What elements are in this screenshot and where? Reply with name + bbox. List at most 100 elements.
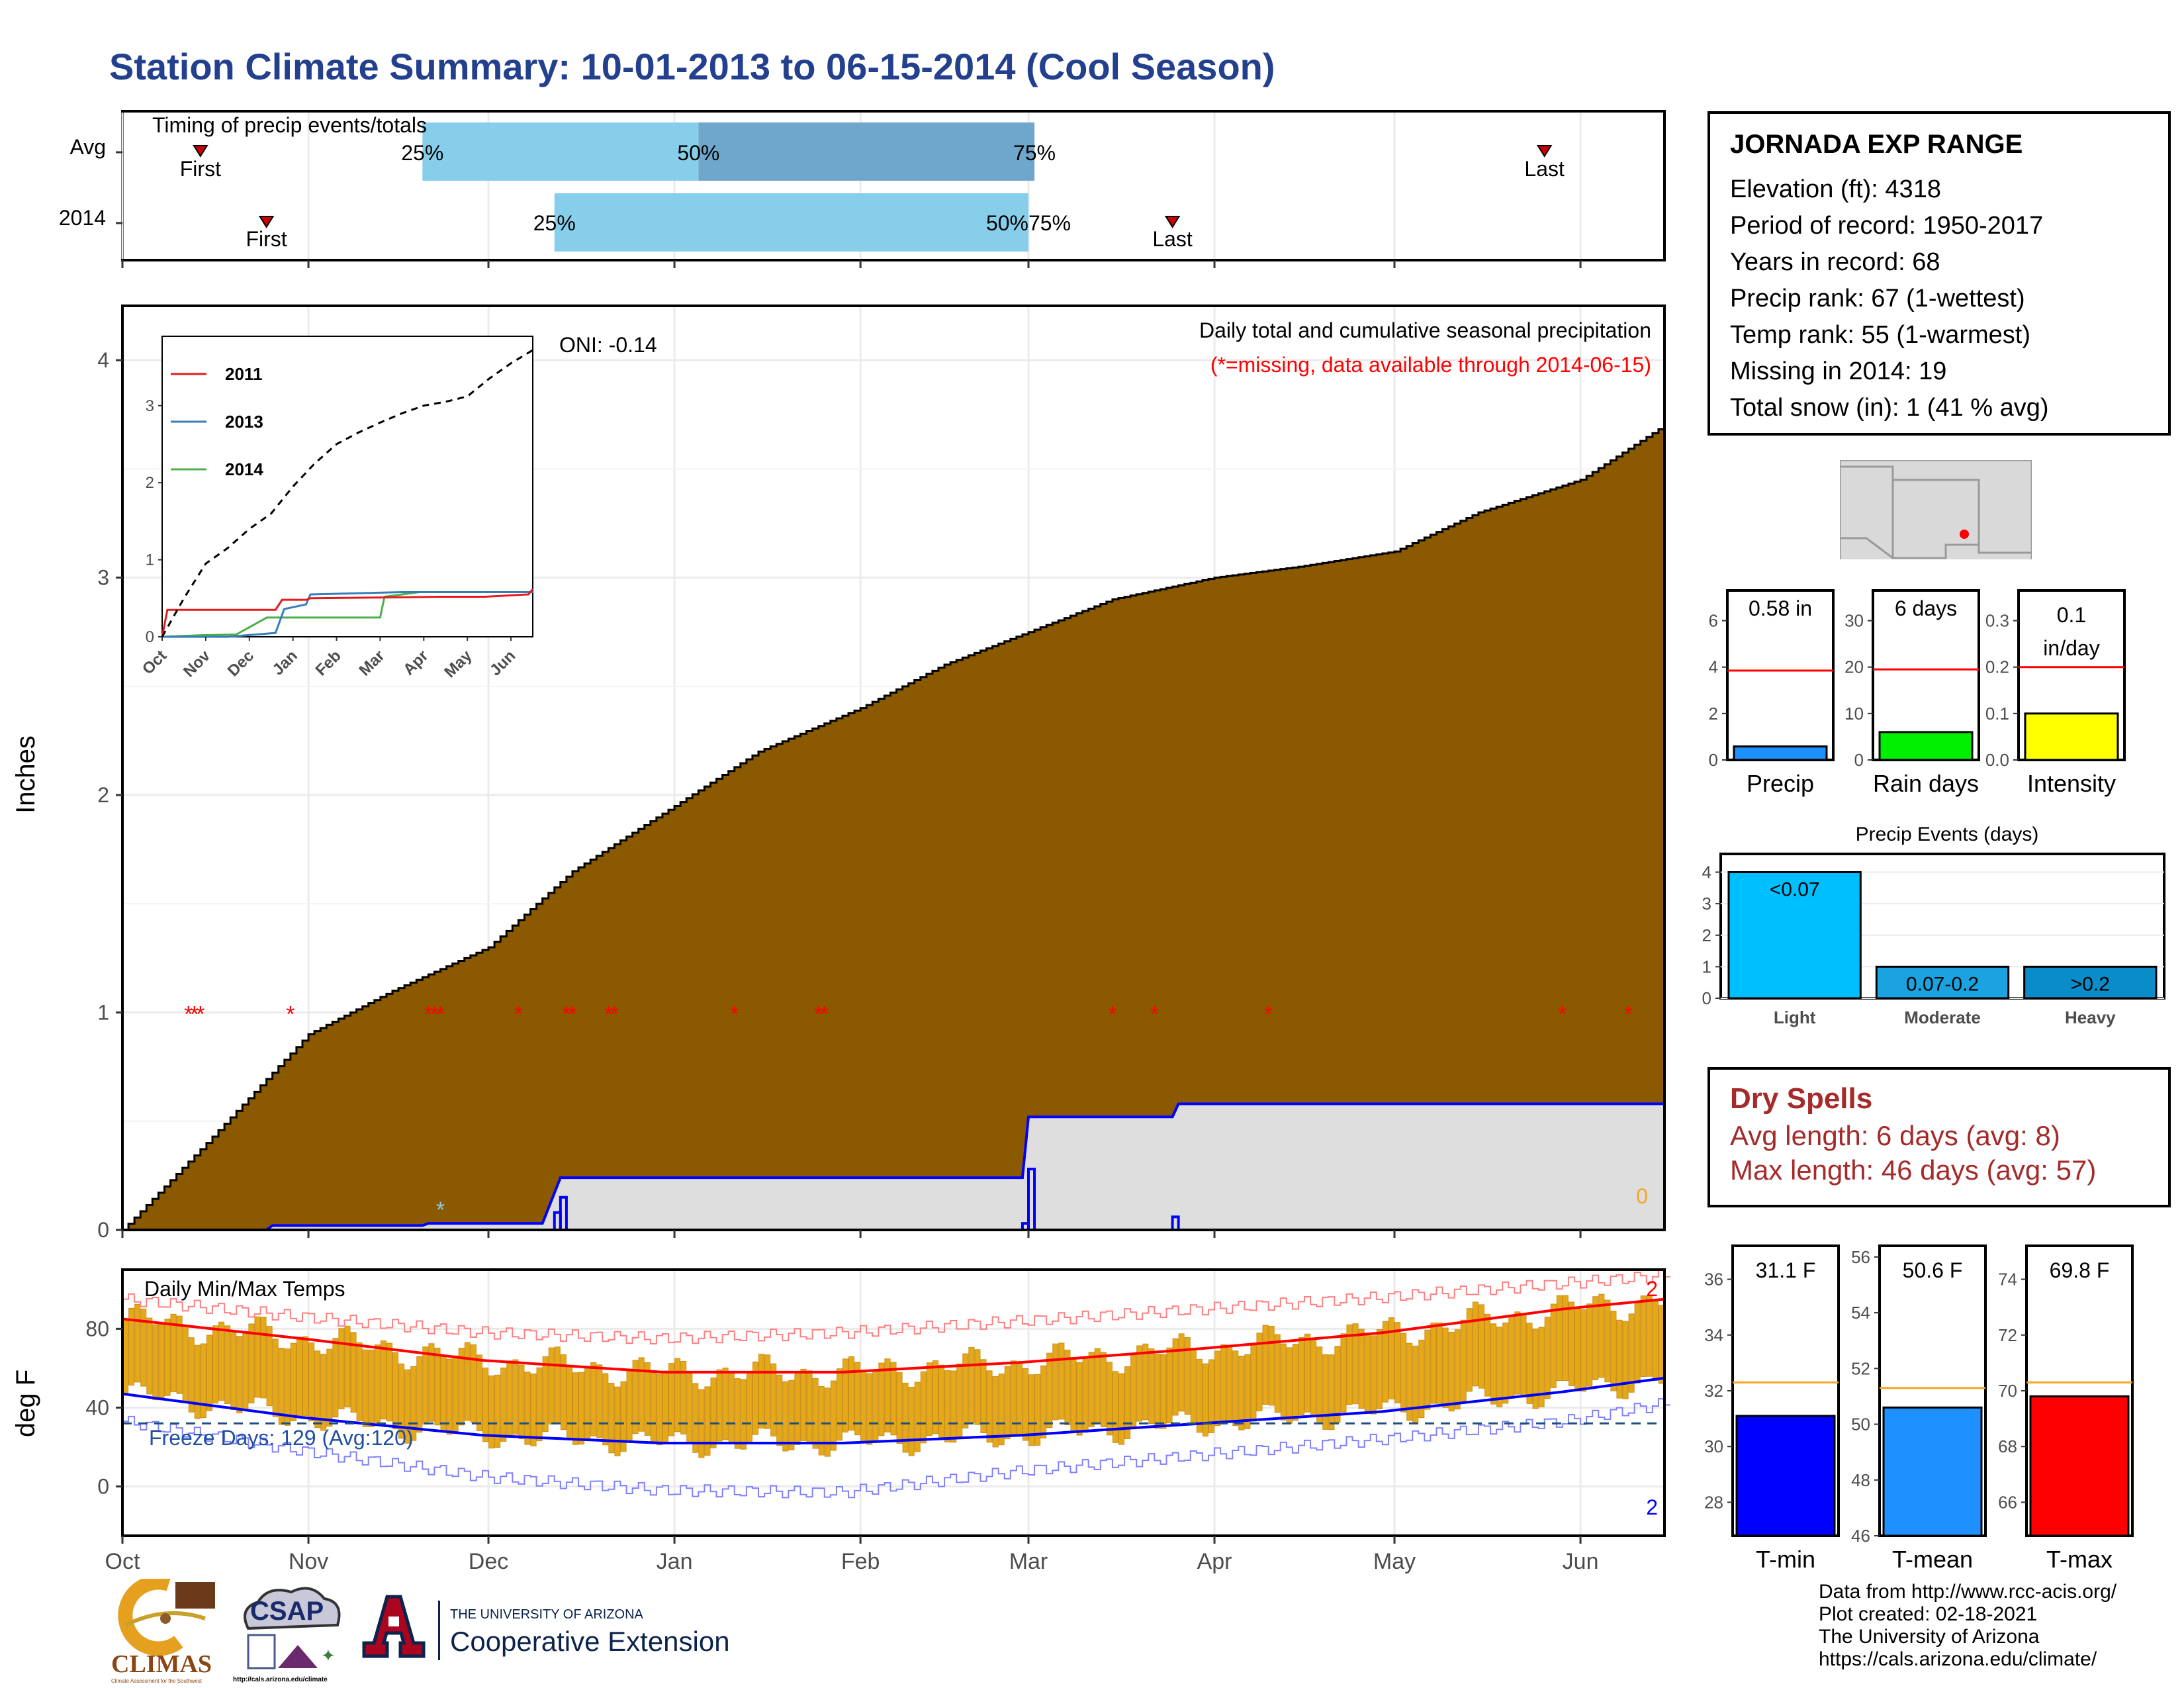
daily-temp-bar (1532, 1329, 1539, 1409)
avg-bar-50-75 (698, 122, 1035, 181)
daily-temp-bar (1298, 1336, 1305, 1415)
y-tick-label: 4 (97, 348, 109, 372)
daily-temp-bar (1340, 1333, 1347, 1413)
daily-temp-bar (1112, 1371, 1118, 1443)
daily-temp-bar (752, 1361, 759, 1435)
station-row: Precip rank: 67 (1-wettest) (1730, 285, 2025, 312)
daily-temp-bar (1442, 1327, 1449, 1408)
month-tick-label: Jan (657, 1549, 693, 1574)
daily-temp-bar (632, 1360, 639, 1434)
daily-temp-bar (668, 1363, 675, 1436)
daily-temp-bar (386, 1342, 392, 1422)
daily-temp-bar (764, 1354, 771, 1429)
daily-temp-bar (278, 1348, 285, 1425)
daily-temp-bar (1238, 1356, 1245, 1430)
daily-temp-bar (356, 1342, 363, 1421)
inset-series-2013 (162, 590, 533, 638)
daily-temp-bar (368, 1349, 375, 1427)
y-tick-label: 66 (1998, 1492, 2017, 1512)
daily-temp-bar (308, 1342, 315, 1422)
daily-temp-bar (194, 1344, 201, 1419)
daily-temp-bar (218, 1321, 225, 1401)
y-tick-label: 2 (97, 783, 109, 807)
daily-temp-bar (1448, 1331, 1455, 1412)
month-tick-label: Apr (1197, 1549, 1232, 1574)
daily-temp-bar (1130, 1354, 1137, 1430)
daily-temp-bar (404, 1369, 411, 1444)
pct-label-avg-75: 75% (1013, 141, 1056, 165)
y-tick-label: 0.0 (1985, 750, 2009, 770)
daily-temp-bar (782, 1381, 789, 1452)
precip-value: 0.58 in (1749, 596, 1812, 620)
daily-temp-bar (1454, 1329, 1461, 1410)
daily-temp-bar (1274, 1334, 1281, 1413)
daily-temp-bar (320, 1354, 327, 1431)
missing-day-marker: * (814, 1002, 823, 1027)
daily-temp-bar (1430, 1323, 1437, 1404)
tmin-value: 31.1 F (1756, 1258, 1816, 1282)
first-2014-label: First (246, 227, 287, 251)
daily-temp-bar (422, 1346, 429, 1425)
event-bar-label: >0.2 (2071, 973, 2110, 995)
y-tick-label: 52 (1851, 1358, 1870, 1378)
daily-temp-bar (1346, 1324, 1353, 1405)
daily-temp-bar (578, 1372, 585, 1445)
y-tick-label: 48 (1851, 1470, 1870, 1490)
daily-temp-bar (452, 1355, 459, 1432)
daily-temp-bar (998, 1373, 1005, 1446)
tmax-bar (2029, 1395, 2130, 1537)
precip-events-title: Precip Events (days) (1856, 823, 2039, 845)
y-tick-label: 3 (1702, 894, 1711, 914)
daily-temp-bar (1550, 1303, 1557, 1388)
daily-temp-bar (1064, 1349, 1071, 1426)
missing-day-marker: * (1624, 1002, 1633, 1027)
y-tick-label: 3 (97, 566, 109, 590)
csap-logo: ✦ (244, 1587, 341, 1669)
y-tick-label: 0.1 (1985, 704, 2009, 724)
missing-day-marker: * (610, 1002, 619, 1027)
footer-line: The University of Arizona (1819, 1626, 2040, 1648)
daily-temp-bar (1166, 1347, 1173, 1424)
daily-temp-bar (1394, 1322, 1401, 1403)
missing-day-marker: * (1108, 1002, 1116, 1027)
daily-temp-bar (380, 1340, 387, 1420)
daily-temp-bar (1214, 1350, 1221, 1427)
intensity-bar (2024, 712, 2119, 761)
precip-label: Precip (1747, 770, 1814, 797)
daily-temp-bar (974, 1349, 981, 1425)
daily-temp-bar (1046, 1352, 1053, 1429)
tmin-label: T-min (1756, 1546, 1815, 1573)
month-tick-label: Feb (841, 1549, 880, 1574)
daily-temp-bar (944, 1370, 951, 1442)
daily-temp-bar (1172, 1338, 1179, 1416)
daily-temp-bar (242, 1332, 249, 1411)
ua-logo (362, 1595, 426, 1658)
daily-temp-bar (170, 1313, 177, 1393)
page-title: Station Climate Summary: 10-01-2013 to 0… (109, 46, 1275, 87)
station-location-dot (1960, 530, 1969, 539)
station-row: Years in record: 68 (1730, 248, 1940, 276)
daily-temp-bar (554, 1346, 561, 1424)
rain_days-bar (1878, 731, 1974, 761)
daily-temp-bar (1070, 1358, 1077, 1432)
missing-day-marker: * (184, 1002, 193, 1027)
daily-temp-bar (920, 1371, 927, 1444)
daily-temp-bar (1526, 1323, 1533, 1404)
daily-temp-bar (1406, 1342, 1413, 1421)
daily-temp-bar (626, 1370, 633, 1442)
y-tick-label: 2 (1702, 925, 1711, 945)
event-category-label: Light (1774, 1008, 1816, 1027)
daily-temp-bar (860, 1370, 867, 1442)
daily-temp-bar (1508, 1315, 1515, 1398)
temperature-bars: 28 30 32 34 36 31.1 F T-min 46 48 50 52 54 56 50.6 F T… (1704, 1244, 2134, 1573)
daily-temp-bar (1640, 1295, 1647, 1378)
daily-temp-bar (566, 1365, 572, 1439)
daily-temp-bar (1370, 1335, 1377, 1415)
footer-credits: Data from http://www.rcc-acis.org/ Plot … (1819, 1581, 2116, 1671)
daily-temp-bar (500, 1367, 507, 1442)
daily-temp-bar (482, 1368, 489, 1442)
daily-temp-bar (758, 1354, 765, 1429)
daily-temp-bar (1652, 1301, 1659, 1381)
daily-temp-bar (776, 1374, 783, 1446)
